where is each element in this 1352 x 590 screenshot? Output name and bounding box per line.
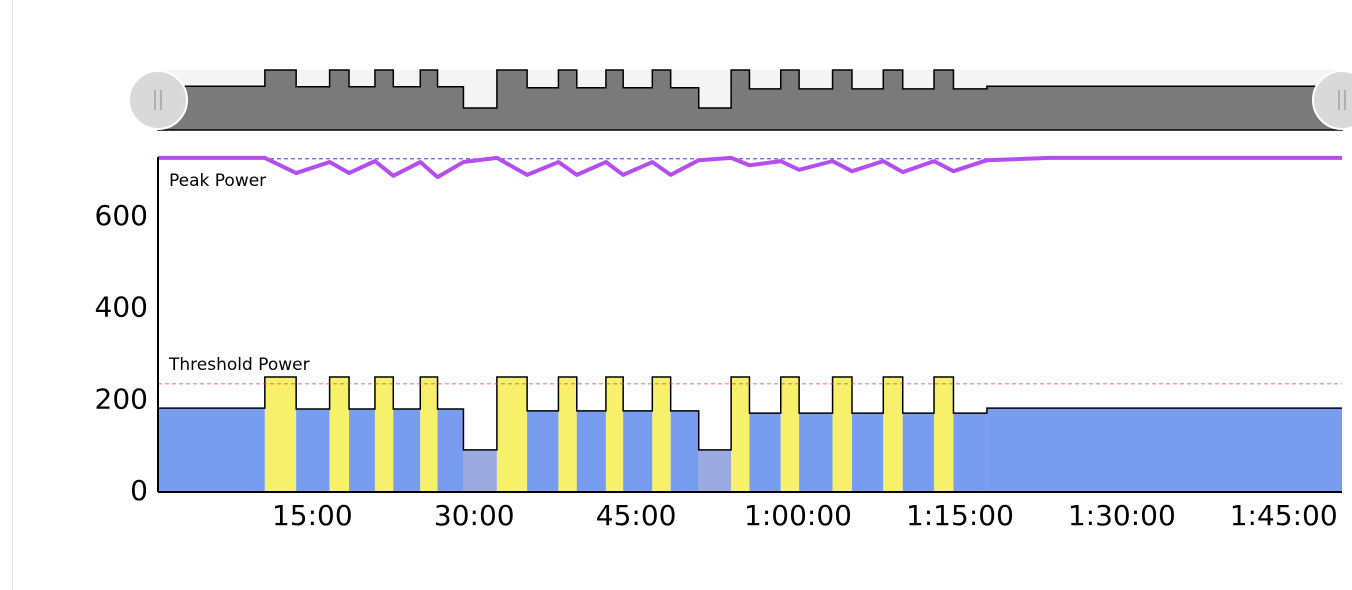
interval-bar	[349, 409, 375, 492]
interval-bar	[558, 376, 577, 492]
interval-bar	[986, 408, 1342, 492]
interval-bar	[605, 376, 624, 492]
interval-bar	[851, 413, 884, 492]
interval-bar	[576, 410, 606, 492]
plot: Threshold Power Peak Power 0 200 400 600 15:00…	[95, 155, 1342, 532]
interval-bar	[883, 376, 903, 492]
interval-bar	[780, 376, 800, 492]
interval-bar	[158, 408, 265, 492]
x-tick-label: 30:00	[434, 499, 515, 532]
overview-right-handle[interactable]	[1312, 70, 1352, 130]
peak-power-line	[158, 155, 1342, 180]
interval-bar	[799, 413, 833, 492]
x-tick-label: 1:30:00	[1068, 499, 1176, 532]
interval-bar	[296, 409, 330, 492]
interval-bar	[652, 376, 671, 492]
x-tick-label: 15:00	[272, 499, 353, 532]
interval-bar	[731, 376, 750, 492]
overview-left-handle[interactable]	[128, 70, 188, 130]
x-tick-label: 1:15:00	[906, 499, 1014, 532]
threshold-label: Threshold Power	[168, 355, 310, 375]
y-tick-label: 200	[95, 382, 148, 415]
interval-bar	[934, 376, 954, 492]
interval-bar	[463, 449, 497, 492]
interval-outline	[158, 376, 1342, 451]
interval-bar	[670, 410, 699, 492]
interval-bar	[437, 409, 464, 492]
interval-bar	[623, 410, 653, 492]
interval-bar	[374, 376, 394, 492]
overview-profile	[157, 69, 1343, 131]
interval-bar	[527, 410, 559, 492]
y-tick-label: 0	[130, 474, 148, 507]
x-tick-label: 45:00	[596, 499, 677, 532]
interval-bar	[393, 409, 421, 492]
interval-bar	[329, 376, 350, 492]
interval-bar	[698, 449, 732, 492]
interval-bar	[496, 376, 528, 492]
interval-bar	[749, 413, 781, 492]
peak-label: Peak Power	[169, 171, 266, 191]
interval-bar	[832, 376, 852, 492]
interval-bar	[264, 376, 297, 492]
interval-bar	[953, 413, 987, 492]
overview	[157, 69, 1343, 131]
interval-bar	[902, 413, 935, 492]
y-tick-label: 600	[95, 199, 148, 232]
x-tick-label: 1:45:00	[1230, 499, 1338, 532]
x-tick-label: 1:00:00	[744, 499, 852, 532]
interval-bar	[420, 376, 438, 492]
y-tick-label: 400	[95, 291, 148, 324]
